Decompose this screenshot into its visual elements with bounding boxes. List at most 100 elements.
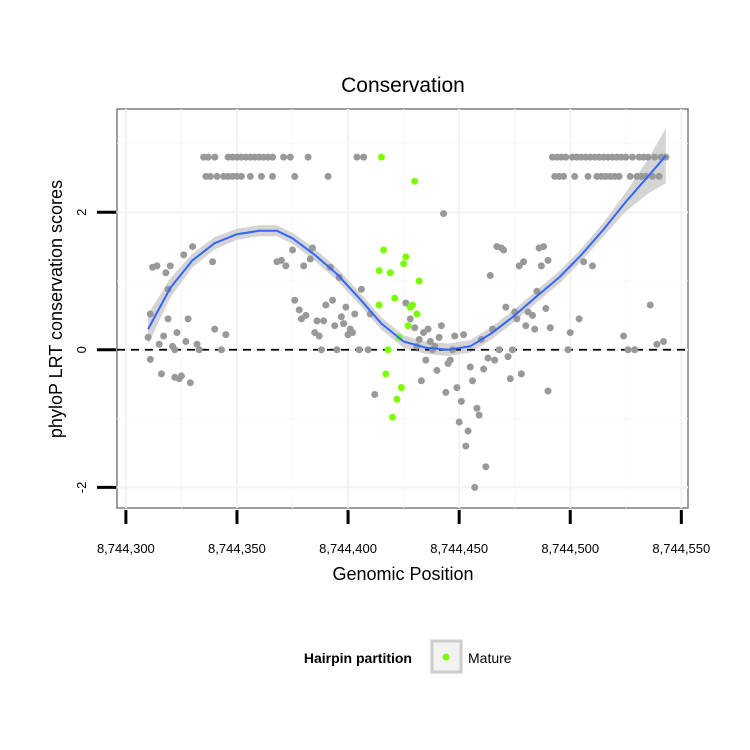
mature-point [386,269,394,277]
other-point [440,210,448,218]
other-point [291,172,299,180]
other-point [542,305,550,312]
other-point [457,397,465,405]
other-point [209,258,217,266]
mature-point [391,294,399,302]
other-point [337,313,345,321]
other-point [508,346,516,354]
other-point [222,331,230,339]
other-point [540,243,548,251]
other-point [144,333,152,341]
other-point [171,346,179,354]
other-point [453,384,461,392]
other-point [424,325,432,333]
other-point [417,377,425,385]
other-point [357,285,365,293]
other-point [331,322,339,330]
mature-point [397,384,405,392]
other-point [622,153,630,161]
other-point [435,333,443,341]
other-point [422,356,430,364]
other-point [628,153,636,161]
other-point [653,340,661,348]
other-point [277,256,285,264]
other-point [468,377,476,385]
other-point [520,258,528,266]
other-point [164,315,172,323]
other-point [257,172,265,180]
other-point [211,153,219,161]
other-point [157,370,165,378]
other-point [537,262,545,270]
legend-mature-swatch [442,653,450,661]
mature-point [408,301,416,309]
other-point [182,338,190,346]
other-point [289,246,297,254]
mature-point [400,260,408,268]
other-point [517,370,525,378]
other-point [302,311,310,319]
other-point [160,332,168,340]
other-point [304,153,312,161]
other-point [624,346,632,354]
x-tick-label: 8,744,300 [97,541,155,556]
other-point [631,346,639,354]
other-point [146,310,154,318]
other-point [155,340,163,348]
other-point [473,404,481,412]
other-point [320,317,328,325]
other-point [660,338,668,346]
x-tick-label: 8,744,350 [208,541,266,556]
other-point [269,172,277,180]
other-point [315,332,323,340]
other-point [626,172,634,180]
other-point [466,363,474,371]
other-point [515,262,523,270]
other-point [442,388,450,396]
mature-point [377,153,385,161]
other-point [173,329,181,337]
mature-point [413,310,421,318]
legend-title: Hairpin partition [304,650,412,666]
other-point [506,375,514,383]
other-point [153,262,161,270]
other-point [502,303,510,311]
other-point [504,353,512,361]
other-point [364,346,372,354]
other-point [437,322,445,330]
other-point [460,331,468,339]
other-point [544,387,552,395]
other-point [295,306,303,314]
legend: Hairpin partition Mature [304,639,512,674]
other-point [615,172,623,180]
other-point [484,354,492,362]
other-point [495,346,503,354]
mature-point [389,413,397,421]
other-point [464,427,472,435]
other-point [475,411,483,419]
other-point [433,366,441,374]
other-point [620,332,628,340]
other-point [189,243,197,251]
other-point [300,262,308,270]
legend-label-mature: Mature [468,650,512,666]
other-point [560,172,568,180]
other-point [564,346,572,354]
mature-point [382,370,390,378]
other-point [584,172,592,180]
other-point [237,172,245,180]
other-point [531,325,539,333]
other-point [533,287,541,295]
confidence-band-area [148,128,666,356]
plot-panel [116,108,689,509]
other-point [333,346,341,354]
mature-point [375,301,383,309]
other-point [322,301,330,309]
x-axis-title: Genomic Position [332,564,473,584]
y-axis-title: phyloP LRT conservation scores [46,180,66,438]
mature-point [393,395,401,403]
other-point [342,303,350,311]
other-point [480,365,488,373]
other-point [211,325,219,333]
y-axis: -2 0 2 [74,209,116,493]
